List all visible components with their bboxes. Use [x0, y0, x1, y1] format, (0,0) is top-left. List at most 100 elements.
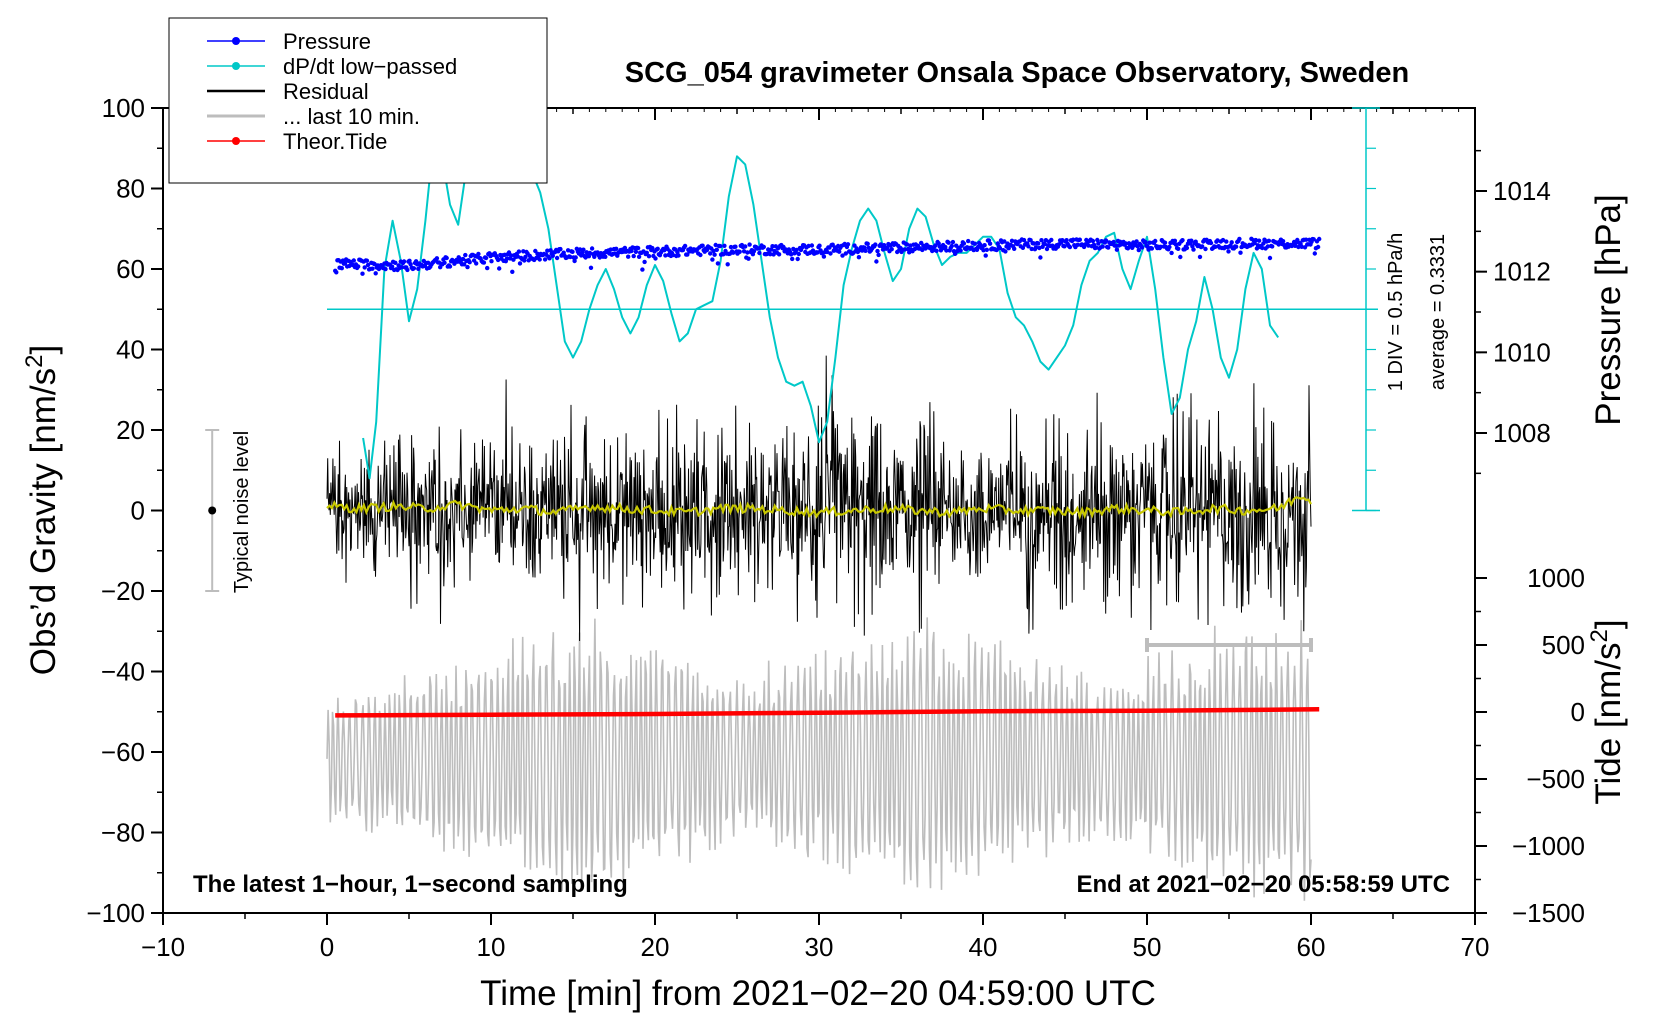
pressure-point: [946, 240, 951, 245]
pressure-point: [845, 242, 851, 247]
pressure-point: [509, 253, 514, 258]
pressure-point: [663, 253, 668, 258]
pressure-point: [633, 249, 639, 254]
pressure-point: [588, 265, 594, 270]
x-tick-label: 20: [641, 932, 670, 962]
pressure-point: [815, 250, 820, 255]
pressure-point: [1020, 245, 1026, 250]
pressure-point: [1229, 240, 1234, 245]
pressure-point: [1139, 245, 1145, 250]
legend-label: dP/dt low−passed: [283, 54, 457, 79]
footer-right: End at 2021−02−20 05:58:59 UTC: [1076, 871, 1450, 898]
pressure-point: [806, 243, 811, 249]
pressure-point: [1071, 237, 1076, 242]
pressure-point: [982, 243, 987, 248]
pressure-point: [558, 246, 563, 252]
pressure-point: [743, 244, 748, 249]
pressure-point: [1031, 241, 1037, 246]
pressure-point: [757, 250, 762, 256]
y-tick-label-gravity: −100: [86, 898, 145, 928]
pressure-point: [1003, 249, 1008, 254]
pressure-point: [746, 256, 751, 261]
series-residual-lowpassed-line: [326, 496, 1312, 520]
pressure-point: [365, 262, 371, 268]
pressure-point: [1021, 237, 1027, 243]
pressure-point: [614, 246, 619, 251]
y-tick-label-pressure: 1012: [1493, 257, 1551, 287]
pressure-point: [934, 248, 939, 253]
pressure-point: [339, 266, 344, 271]
pressure-point: [467, 260, 472, 265]
series-theor-tide-line: [335, 707, 1320, 718]
x-tick-label: 50: [1133, 932, 1162, 962]
y-tick-label-tide: −1500: [1512, 898, 1585, 928]
pressure-point: [1233, 244, 1239, 249]
pressure-point: [1190, 244, 1195, 249]
pressure-point: [1033, 245, 1039, 250]
pressure-point: [1176, 246, 1181, 251]
pressure-point: [356, 264, 361, 269]
pressure-point: [713, 242, 718, 248]
pressure-point: [876, 252, 881, 258]
pressure-point: [700, 243, 705, 248]
pressure-point: [1197, 254, 1203, 260]
pressure-point: [481, 260, 487, 265]
pressure-point: [733, 244, 738, 249]
pressure-point: [510, 269, 515, 274]
pressure-point: [1067, 244, 1073, 250]
pressure-point: [737, 249, 742, 254]
pressure-point: [542, 257, 548, 262]
pressure-point: [875, 248, 880, 254]
pressure-point: [728, 244, 734, 250]
pressure-point: [554, 255, 560, 261]
pressure-point: [592, 254, 597, 259]
y-tick-label-tide: −1000: [1512, 831, 1585, 861]
y-tick-label-pressure: 1008: [1493, 418, 1551, 448]
y-tick-label-gravity: 100: [102, 93, 145, 123]
pressure-point: [1203, 246, 1208, 252]
pressure-point: [1180, 238, 1185, 243]
pressure-point: [565, 248, 571, 253]
pressure-point: [460, 256, 466, 262]
pressure-point: [1311, 237, 1316, 242]
pressure-point: [791, 246, 796, 252]
pressure-point: [938, 248, 944, 253]
pressure-point: [670, 252, 676, 258]
pressure-point: [573, 255, 578, 260]
y-tick-label-gravity: −20: [101, 576, 145, 606]
pressure-point: [676, 253, 681, 258]
pressure-point: [1113, 243, 1119, 248]
footer-left: The latest 1−hour, 1−second sampling: [193, 871, 628, 898]
pressure-point: [1096, 241, 1101, 246]
pressure-point: [987, 241, 993, 246]
pressure-point: [581, 247, 586, 252]
y-tick-label-gravity: 80: [116, 174, 145, 204]
y-axis-label-tide: Tide [nm/s2]: [1586, 619, 1629, 804]
pressure-point: [796, 251, 801, 257]
pressure-point: [522, 258, 527, 263]
pressure-point: [362, 265, 367, 270]
pressure-point: [516, 249, 522, 254]
y-tick-label-tide: 0: [1571, 697, 1585, 727]
pressure-point: [360, 271, 365, 276]
chart-title: SCG_054 gravimeter Onsala Space Observat…: [625, 57, 1409, 89]
pressure-point: [483, 255, 489, 261]
pressure-point: [1062, 244, 1067, 249]
pressure-point: [997, 245, 1003, 251]
pressure-point: [434, 256, 440, 261]
pressure-point: [1075, 242, 1080, 247]
legend-box: [168, 17, 548, 184]
pressure-point: [393, 260, 398, 265]
pressure-point: [416, 266, 421, 271]
pressure-point: [1106, 245, 1111, 250]
pressure-point: [1317, 236, 1322, 242]
pressure-point: [537, 257, 542, 262]
pressure-point: [626, 254, 631, 259]
pressure-point: [1261, 241, 1266, 246]
pressure-point: [517, 261, 523, 266]
pressure-point: [983, 253, 988, 258]
pressure-point: [389, 264, 395, 269]
pressure-point: [1103, 238, 1109, 243]
x-tick-label: −10: [141, 932, 185, 962]
